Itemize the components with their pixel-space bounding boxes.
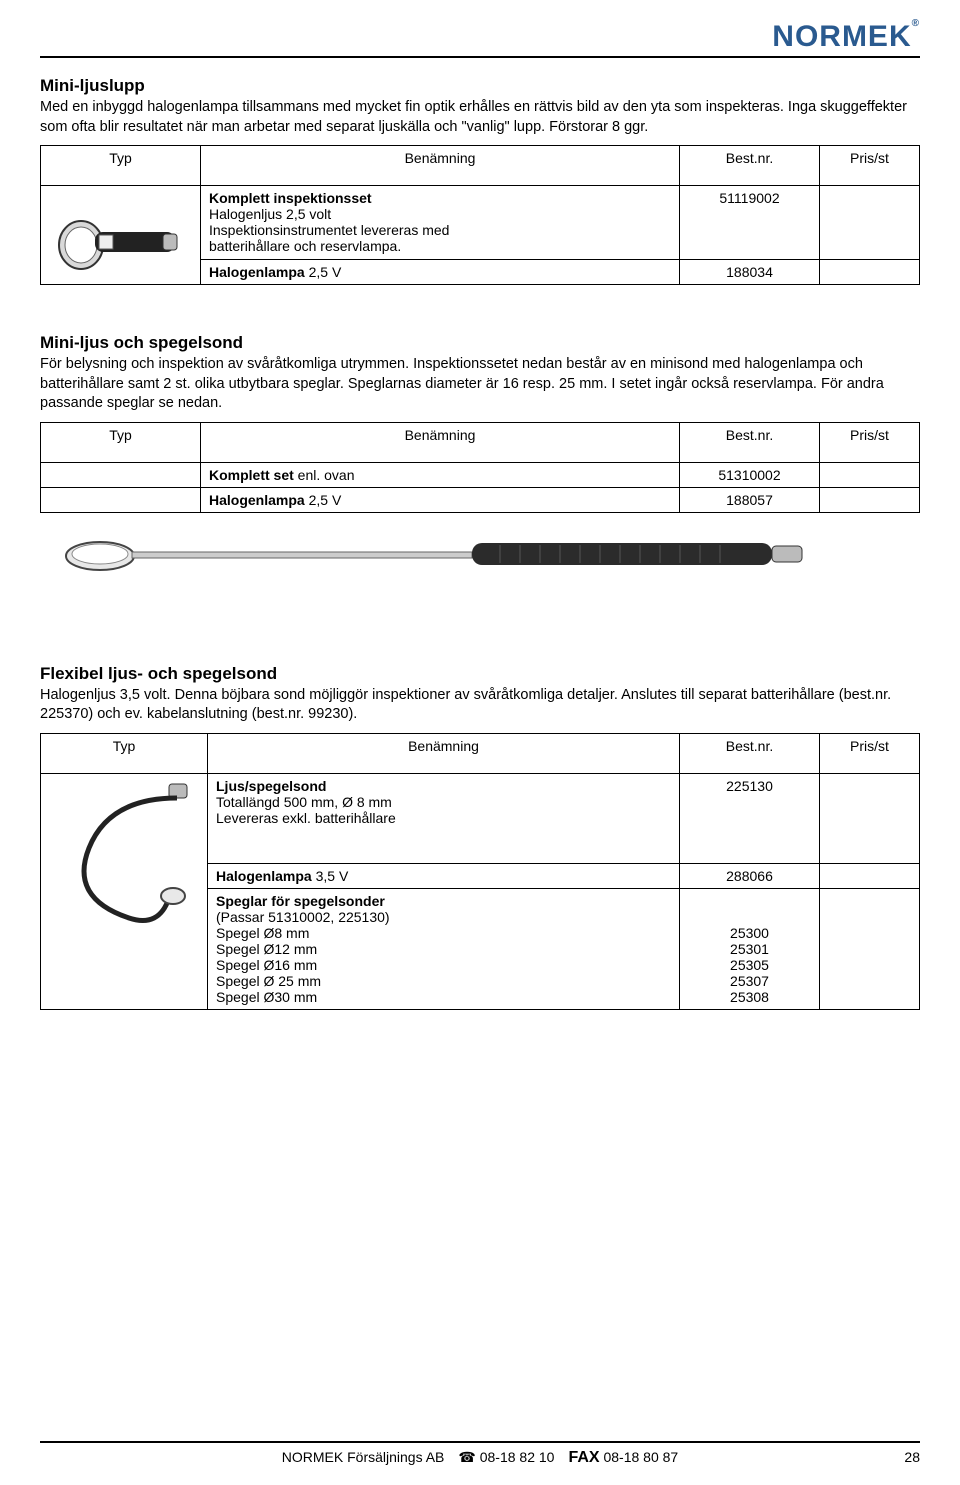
sec2-row1-typ — [41, 487, 201, 512]
sec2-title: Mini-ljus och spegelsond — [40, 333, 920, 353]
table-row: Komplett set enl. ovan 51310002 — [41, 462, 920, 487]
sec1-row0-nr: 51119002 — [680, 186, 820, 260]
flex-sond-icon — [49, 778, 199, 948]
sec3-row1-pr — [820, 863, 920, 888]
table-row: Ljus/spegelsondTotallängd 500 mm, Ø 8 mm… — [41, 773, 920, 863]
col-pris: Pris/st — [820, 422, 920, 462]
col-bestnr: Best.nr. — [680, 422, 820, 462]
sec3-row0-pr — [820, 773, 920, 863]
sec3-table: Typ Benämning Best.nr. Pris/st Ljus/speg… — [40, 733, 920, 1010]
col-benamning: Benämning — [208, 733, 680, 773]
col-pris: Pris/st — [820, 146, 920, 186]
col-typ: Typ — [41, 422, 201, 462]
sec3-product-image-cell — [41, 773, 208, 1009]
sec1-product-image-cell — [41, 186, 201, 285]
footer-tel: ☎ 08-18 82 10 — [458, 1449, 554, 1467]
sec1-row1-pr — [820, 259, 920, 284]
section-flexibel-spegelsond: Flexibel ljus- och spegelsond Halogenlju… — [40, 664, 920, 1010]
sec2-desc: För belysning och inspektion av svåråtko… — [40, 355, 920, 414]
phone-icon: ☎ — [458, 1449, 475, 1465]
sec3-row1-nr: 288066 — [680, 863, 820, 888]
sec3-row2-nr: 2530025301253052530725308 — [680, 888, 820, 1009]
col-benamning: Benämning — [201, 146, 680, 186]
col-pris: Pris/st — [820, 733, 920, 773]
table-header-row: Typ Benämning Best.nr. Pris/st — [41, 733, 920, 773]
sec3-row1-ben: Halogenlampa 3,5 V — [208, 863, 680, 888]
sec3-desc: Halogenljus 3,5 volt. Denna böjbara sond… — [40, 686, 920, 725]
sec1-row0-pr — [820, 186, 920, 260]
col-benamning: Benämning — [201, 422, 680, 462]
table-header-row: Typ Benämning Best.nr. Pris/st — [41, 146, 920, 186]
sec3-row0-ben: Ljus/spegelsondTotallängd 500 mm, Ø 8 mm… — [208, 773, 680, 863]
table-row: Komplett inspektionssetHalogenljus 2,5 v… — [41, 186, 920, 260]
table-row: Halogenlampa 2,5 V 188057 — [41, 487, 920, 512]
footer-tel-number: 08-18 82 10 — [480, 1449, 555, 1465]
sec3-row2-pr — [820, 888, 920, 1009]
col-typ: Typ — [41, 146, 201, 186]
page-number: 28 — [904, 1449, 920, 1465]
sec2-product-image — [40, 521, 920, 584]
header-bar: NORMEK® — [40, 20, 920, 58]
sec3-title: Flexibel ljus- och spegelsond — [40, 664, 920, 684]
sec2-row1-nr: 188057 — [680, 487, 820, 512]
brand-logo: NORMEK® — [772, 20, 920, 54]
brand-reg: ® — [912, 18, 920, 29]
sec3-row2-ben: Speglar för spegelsonder(Passar 51310002… — [208, 888, 680, 1009]
sec1-row0-ben: Komplett inspektionssetHalogenljus 2,5 v… — [201, 186, 680, 260]
sec2-table: Typ Benämning Best.nr. Pris/st Komplett … — [40, 422, 920, 513]
sec1-title: Mini-ljuslupp — [40, 76, 920, 96]
sec2-row1-pr — [820, 487, 920, 512]
mini-ljuslupp-icon — [51, 190, 191, 280]
sec1-row1-ben: Halogenlampa 2,5 V — [201, 259, 680, 284]
col-typ: Typ — [41, 733, 208, 773]
sec2-row1-ben: Halogenlampa 2,5 V — [201, 487, 680, 512]
footer-fax: FAX 08-18 80 87 — [568, 1449, 678, 1467]
sec2-row0-ben: Komplett set enl. ovan — [201, 462, 680, 487]
brand-name: NORMEK — [772, 20, 911, 53]
sec3-row0-nr: 225130 — [680, 773, 820, 863]
section-mini-ljuslupp: Mini-ljuslupp Med en inbyggd halogenlamp… — [40, 76, 920, 285]
table-header-row: Typ Benämning Best.nr. Pris/st — [41, 422, 920, 462]
footer-fax-label: FAX — [568, 1449, 599, 1466]
sec2-row0-pr — [820, 462, 920, 487]
section-mini-spegelsond: Mini-ljus och spegelsond För belysning o… — [40, 333, 920, 584]
sec1-desc: Med en inbyggd halogenlampa tillsammans … — [40, 98, 920, 137]
sec2-row0-nr: 51310002 — [680, 462, 820, 487]
sec1-table: Typ Benämning Best.nr. Pris/st Komplett … — [40, 145, 920, 285]
page-footer: NORMEK Försäljnings AB ☎ 08-18 82 10 FAX… — [40, 1441, 920, 1467]
col-bestnr: Best.nr. — [680, 146, 820, 186]
col-bestnr: Best.nr. — [680, 733, 820, 773]
sec1-row1-nr: 188034 — [680, 259, 820, 284]
footer-fax-number: 08-18 80 87 — [603, 1449, 678, 1465]
footer-company: NORMEK Försäljnings AB — [282, 1449, 445, 1467]
sec2-row0-typ — [41, 462, 201, 487]
